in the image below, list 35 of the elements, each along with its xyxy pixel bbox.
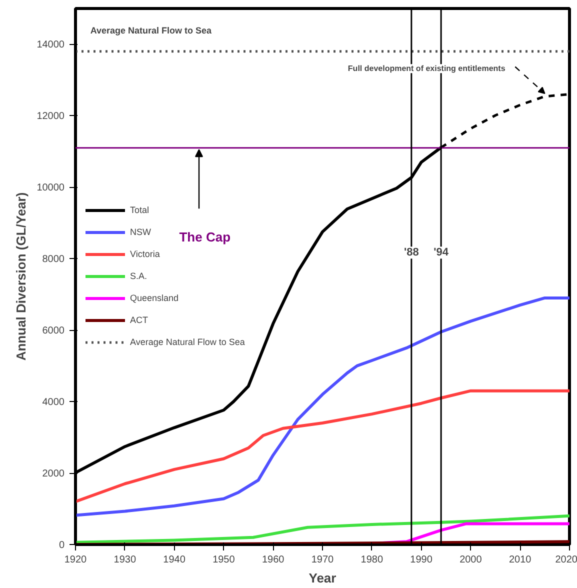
- y-tick-label: 2000: [42, 468, 65, 480]
- annotation: '94: [434, 246, 450, 259]
- x-tick-label: 1980: [360, 554, 384, 566]
- x-tick-label: 1920: [64, 554, 88, 566]
- legend-label: Total: [130, 205, 150, 215]
- x-tick-label: 1960: [262, 554, 285, 566]
- x-tick-label: 2000: [460, 554, 482, 566]
- x-tick-label: 1970: [311, 554, 334, 566]
- line-series: [76, 296, 570, 517]
- line-series: [76, 389, 570, 504]
- legend-label: NSW: [130, 227, 151, 237]
- x-tick-label: 1950: [212, 554, 236, 566]
- y-tick-label: 0: [58, 540, 65, 551]
- y-tick-label: 12000: [36, 111, 65, 122]
- legend-label: ACT: [130, 315, 149, 325]
- annotation: Average Natural Flow to Sea: [90, 25, 213, 36]
- x-tick-label: 1940: [163, 554, 186, 566]
- legend-label: S.A.: [130, 271, 148, 281]
- x-tick-label: 2010: [508, 554, 532, 566]
- x-tick-label: 2020: [555, 554, 577, 566]
- legend-label: Queensland: [130, 293, 179, 303]
- y-tick-label: 14000: [36, 40, 65, 51]
- annotation: Full development of existing entitlements: [348, 64, 506, 74]
- annotation: '88: [404, 246, 419, 259]
- x-tick-label: 1990: [410, 554, 433, 566]
- x-axis-title: Year: [308, 570, 336, 586]
- legend-label: Average Natural Flow to Sea: [130, 337, 245, 347]
- y-tick-label: 10000: [36, 182, 65, 194]
- y-tick-label: 4000: [42, 397, 65, 408]
- y-axis-title: Annual Diversion (GL/Year): [14, 192, 29, 361]
- x-tick-label: 1930: [114, 554, 136, 566]
- y-tick-label: 6000: [42, 326, 65, 337]
- annotation: The Cap: [179, 229, 231, 244]
- y-tick-label: 8000: [42, 254, 65, 266]
- legend-label: Victoria: [130, 249, 160, 259]
